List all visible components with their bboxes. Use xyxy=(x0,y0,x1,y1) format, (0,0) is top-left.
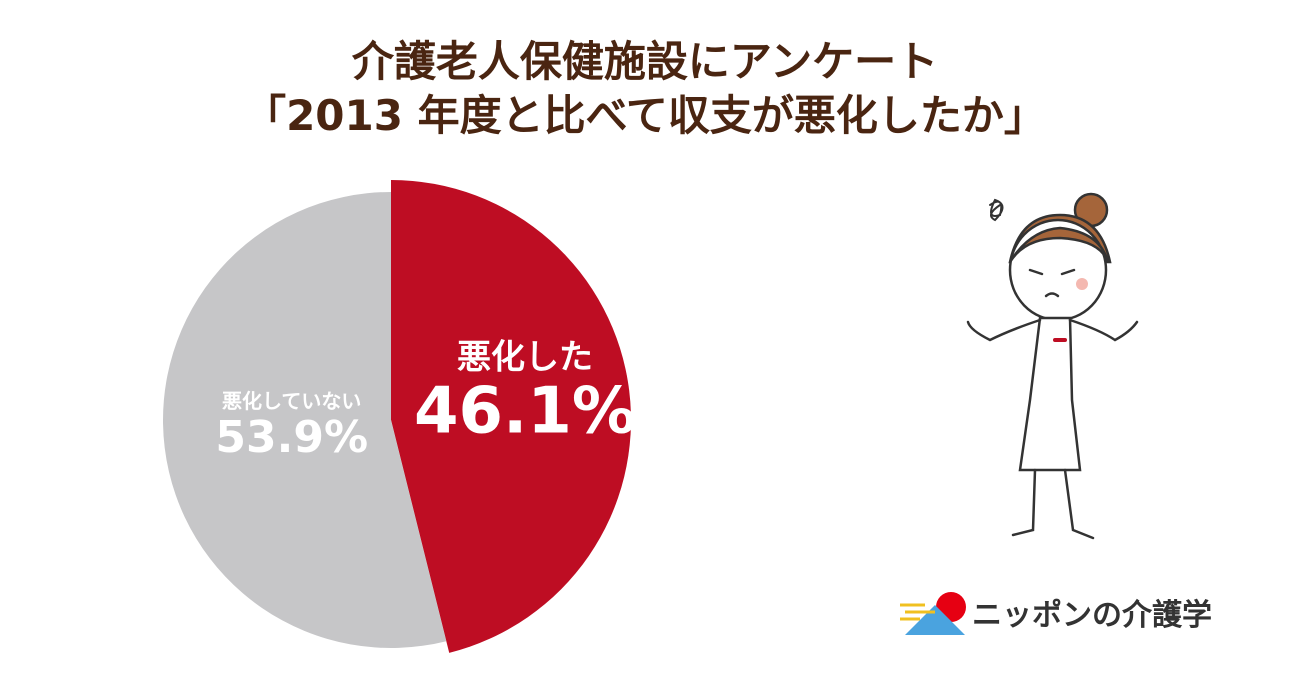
pie-slice xyxy=(162,192,447,648)
chart-title: 介護老人保健施設にアンケート xyxy=(352,37,938,86)
slice-label: 悪化した xyxy=(457,337,593,377)
slice-value: 46.1% xyxy=(414,374,636,448)
slice-label: 悪化していない xyxy=(222,389,361,413)
chart-title: 「2013 年度と比べて収支が悪化したか」 xyxy=(244,91,1046,140)
logo-text: ニッポンの介護学 xyxy=(972,598,1212,633)
logo-mountain xyxy=(905,605,965,635)
nurse-illustration xyxy=(966,192,1139,540)
pie-slice xyxy=(391,180,631,653)
logo-lines xyxy=(900,603,935,621)
slice-value: 53.9% xyxy=(215,412,368,463)
logo: ニッポンの介護学 xyxy=(900,592,1212,635)
